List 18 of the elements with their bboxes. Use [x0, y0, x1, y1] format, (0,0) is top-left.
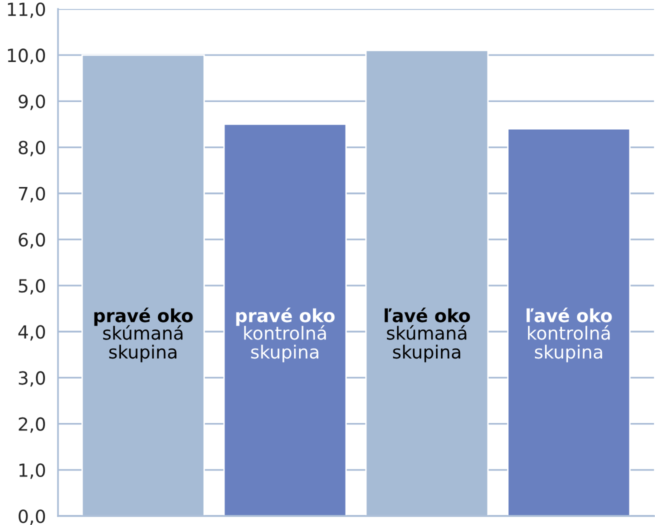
- x-tick-label: ľavé oko skúmaná skupina: [384, 308, 470, 362]
- y-tick-label: 0,0: [18, 509, 45, 525]
- y-tick-label: 10,0: [8, 48, 45, 64]
- y-tick-label: 1,0: [19, 463, 45, 479]
- y-tick-label: 8,0: [18, 140, 45, 156]
- x-tick-label: ľavé oko kontrolná skupina: [526, 308, 612, 362]
- x-tick-label: pravé oko kontrolná skupina: [236, 308, 335, 362]
- y-tick-label: 7,0: [18, 186, 45, 202]
- bar: [223, 124, 347, 516]
- y-tick-label: 4,0: [18, 325, 45, 341]
- y-tick-label: 5,0: [18, 279, 45, 295]
- y-tick-label: 3,0: [18, 371, 45, 387]
- y-tick-label: 9,0: [18, 94, 45, 110]
- y-tick-label: 2,0: [18, 417, 45, 433]
- y-tick-label: 11,0: [8, 2, 45, 18]
- x-tick-label: pravé oko skúmaná skupina: [94, 308, 193, 362]
- bar: [507, 128, 631, 516]
- y-tick-label: 6,0: [18, 232, 45, 248]
